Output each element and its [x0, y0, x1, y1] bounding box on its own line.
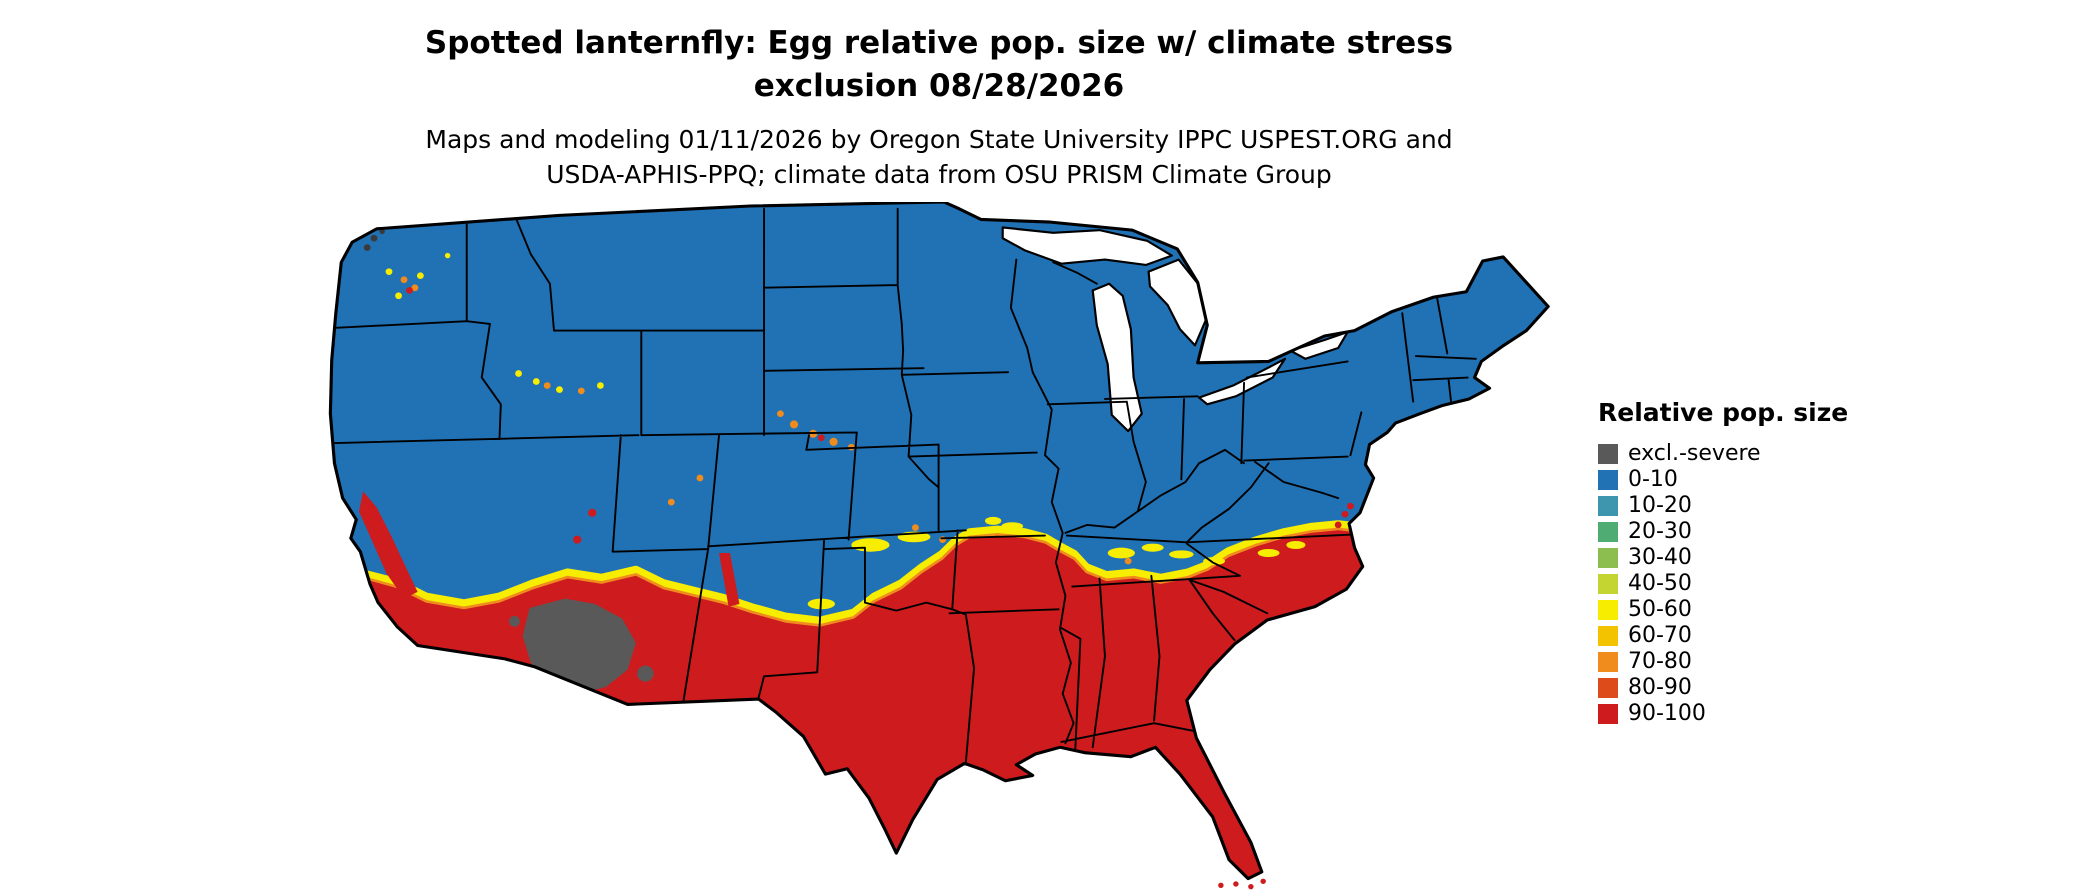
map-subtitle-line2: USDA-APHIS-PPQ; climate data from OSU PR…: [546, 160, 1332, 189]
legend-swatch: [1598, 522, 1618, 542]
map-base-layer: [330, 202, 1549, 879]
legend-label: 0-10: [1628, 467, 1678, 492]
legend-label: excl.-severe: [1628, 441, 1761, 466]
exclusion-zone: [522, 598, 636, 694]
exclusion-speck: [637, 665, 654, 682]
legend-item: 90-100: [1598, 701, 1848, 727]
legend-swatch: [1598, 444, 1618, 464]
legend-swatch-color: [1598, 496, 1618, 516]
legend-label: 40-50: [1628, 571, 1692, 596]
lake-michigan: [1091, 282, 1143, 433]
red-patches: [406, 287, 1354, 544]
legend-swatch: [1598, 678, 1618, 698]
legend-item: excl.-severe: [1598, 441, 1848, 467]
legend-label: 10-20: [1628, 493, 1692, 518]
state-borders: [330, 207, 1477, 763]
legend-label: 30-40: [1628, 545, 1692, 570]
legend-item: 50-60: [1598, 597, 1848, 623]
legend-label: 80-90: [1628, 675, 1692, 700]
lake-huron: [1147, 258, 1207, 347]
transition-band-yellow: [357, 520, 1362, 627]
map-title-line1: Spotted lanternfly: Egg relative pop. si…: [424, 25, 1454, 61]
legend-swatch: [1598, 652, 1618, 672]
legend-swatch-color: [1598, 652, 1618, 672]
us-map: [314, 202, 1555, 892]
legend-item: 30-40: [1598, 545, 1848, 571]
legend-swatch-color: [1598, 626, 1618, 646]
legend-swatch-color: [1598, 470, 1618, 490]
exclusion-speck: [509, 616, 520, 627]
legend-swatch-color: [1598, 522, 1618, 542]
rio-grande-valley-region: [719, 553, 740, 607]
legend-swatch-color: [1598, 704, 1618, 724]
legend-label: 60-70: [1628, 623, 1692, 648]
legend-swatch-color: [1598, 678, 1618, 698]
legend-swatch-color: [1598, 574, 1618, 594]
map-subtitle: Maps and modeling 01/11/2026 by Oregon S…: [0, 122, 1878, 192]
map-title: Spotted lanternfly: Egg relative pop. si…: [0, 22, 1878, 108]
great-lakes: [1001, 226, 1349, 433]
lake-ontario: [1289, 330, 1349, 360]
legend-item: 80-90: [1598, 675, 1848, 701]
map-title-line2: exclusion 08/28/2026: [753, 68, 1125, 104]
legend-swatch: [1598, 626, 1618, 646]
legend-item: 20-30: [1598, 519, 1848, 545]
florida-keys: [1218, 878, 1266, 890]
legend-swatch: [1598, 704, 1618, 724]
us-map-svg: [328, 202, 1550, 890]
legend-swatch: [1598, 574, 1618, 594]
legend-swatch: [1598, 496, 1618, 516]
legend-swatch: [1598, 470, 1618, 490]
legend-item: 10-20: [1598, 493, 1848, 519]
central-valley-region: [359, 491, 418, 599]
legend-item: 40-50: [1598, 571, 1848, 597]
legend-swatch-color: [1598, 444, 1618, 464]
legend-item: 70-80: [1598, 649, 1848, 675]
legend-swatch-color: [1598, 600, 1618, 620]
legend-label: 90-100: [1628, 701, 1706, 726]
legend-swatch-color: [1598, 548, 1618, 568]
us-outline: [328, 202, 1550, 881]
legend-item: 60-70: [1598, 623, 1848, 649]
map-subtitle-line1: Maps and modeling 01/11/2026 by Oregon S…: [425, 125, 1453, 154]
legend: Relative pop. size excl.-severe 0-10 10-…: [1598, 398, 1848, 727]
legend-label: 50-60: [1628, 597, 1692, 622]
legend-swatch: [1598, 600, 1618, 620]
legend-label: 70-80: [1628, 649, 1692, 674]
legend-swatch: [1598, 548, 1618, 568]
lake-superior: [1001, 226, 1173, 267]
legend-title: Relative pop. size: [1598, 398, 1849, 427]
legend-item: 0-10: [1598, 467, 1848, 493]
legend-label: 20-30: [1628, 519, 1692, 544]
lake-erie: [1197, 357, 1287, 406]
